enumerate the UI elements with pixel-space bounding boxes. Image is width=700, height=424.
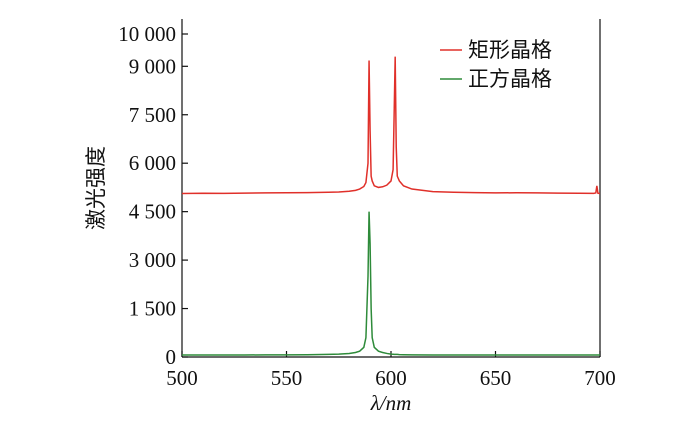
- series-line: [181, 56, 601, 195]
- x-label: λ/nm: [370, 391, 412, 415]
- legend-label: 矩形晶格: [468, 38, 552, 62]
- x-tick-label: 700: [584, 366, 616, 390]
- y-tick-label: 0: [166, 345, 177, 369]
- y-tick-label: 6 000: [129, 151, 176, 175]
- x-tick-label: 600: [375, 366, 407, 390]
- legend-label: 正方晶格: [468, 67, 552, 91]
- y-tick-label: 1 500: [129, 297, 176, 321]
- y-tick-label: 10 000: [118, 22, 176, 46]
- y-tick-label: 7 500: [129, 103, 176, 127]
- y-tick-label: 9 000: [129, 54, 176, 78]
- y-label: 激光强度: [84, 146, 108, 230]
- x-tick-label: 650: [480, 366, 512, 390]
- series-line: [181, 211, 600, 356]
- x-tick-label: 550: [271, 366, 303, 390]
- y-tick-label: 3 000: [129, 248, 176, 272]
- y-tick-label: 4 500: [129, 200, 176, 224]
- x-tick-label: 500: [166, 366, 198, 390]
